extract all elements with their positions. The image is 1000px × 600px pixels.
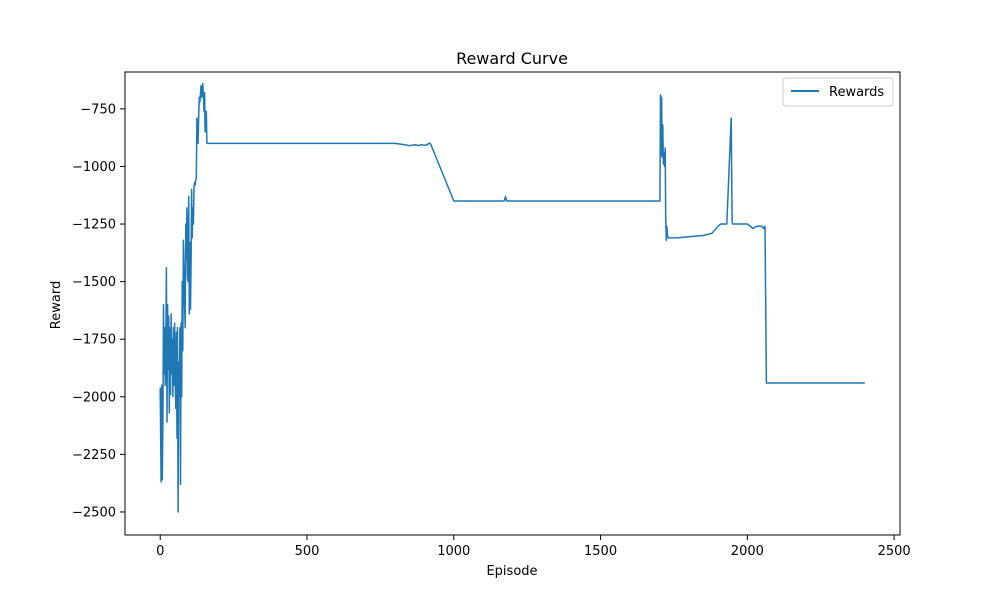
y-tick-label: −2500	[72, 505, 116, 520]
axes-frame	[124, 71, 901, 536]
y-tick-label: −1000	[72, 160, 116, 175]
x-axis-title: Episode	[486, 564, 537, 579]
y-tick-label: −1500	[72, 275, 116, 290]
y-tick-label: −2000	[72, 390, 116, 405]
chart-title: Reward Curve	[456, 49, 568, 68]
legend-box	[782, 77, 894, 107]
plot-area: 0 500 1000 1500 2000 2500 −2500 −2250 −2000 −1750…	[72, 71, 911, 559]
x-tick-label: 500	[295, 544, 320, 559]
legend: Rewards	[782, 77, 894, 107]
series-line-rewards	[159, 82, 865, 513]
y-tick-label: −1750	[72, 333, 116, 348]
y-tick-label: −1250	[72, 218, 116, 233]
legend-label-rewards: Rewards	[829, 85, 884, 100]
y-tick-label: −750	[80, 102, 116, 117]
x-tick-label: 1000	[437, 544, 470, 559]
x-tick-label: 1500	[584, 544, 617, 559]
y-axis-title: Reward	[49, 281, 64, 329]
x-tick-label: 2500	[878, 544, 911, 559]
y-tick-label: −2250	[72, 448, 116, 463]
x-tick-label: 2000	[731, 544, 764, 559]
x-tick-label: 0	[156, 544, 164, 559]
